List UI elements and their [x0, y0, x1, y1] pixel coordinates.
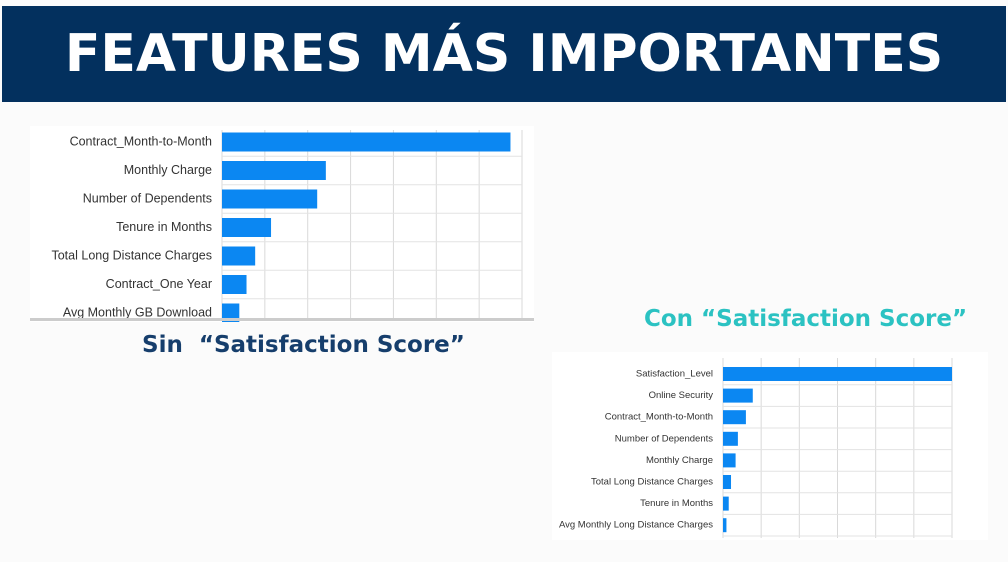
bar — [222, 275, 247, 294]
bar — [222, 132, 511, 152]
caption-without-satisfaction: Sin “Satisfaction Score” — [142, 332, 465, 358]
category-label: Monthly Charge — [124, 163, 212, 177]
title-banner: FEATURES MÁS IMPORTANTES — [2, 6, 1006, 102]
bar — [723, 431, 738, 446]
caption-with-satisfaction: Con “Satisfaction Score” — [644, 306, 968, 332]
bar-chart-left: Contract_Month-to-Month Monthly Charge Num… — [30, 130, 534, 322]
bar — [723, 367, 952, 381]
bar — [222, 303, 240, 322]
bar — [723, 410, 746, 425]
bar — [222, 189, 318, 209]
category-label: Tenure in Months — [640, 498, 713, 509]
category-label: Contract_Month-to-Month — [605, 412, 713, 423]
category-label: Contract_Month-to-Month — [70, 134, 212, 148]
category-label: Avg Monthly Long Distance Charges — [559, 520, 713, 531]
category-label: Total Long Distance Charges — [591, 477, 713, 488]
category-label: Monthly Charge — [646, 455, 713, 466]
category-label: Total Long Distance Charges — [51, 248, 212, 262]
bar — [723, 475, 732, 489]
bar — [723, 388, 753, 403]
bar — [222, 246, 256, 266]
bar — [723, 453, 736, 468]
category-label: Number of Dependents — [83, 191, 212, 205]
category-label: Satisfaction_Level — [636, 369, 713, 380]
chart-without-satisfaction: Contract_Month-to-Month Monthly Charge Num… — [30, 126, 534, 322]
bar — [222, 161, 326, 180]
scroll-edge — [30, 318, 534, 321]
category-label: Contract_One Year — [106, 277, 212, 291]
category-label: Tenure in Months — [116, 220, 212, 234]
bar-chart-right: Satisfaction_Level Online Security Contrac… — [559, 358, 953, 538]
bar — [723, 496, 729, 511]
bar — [723, 518, 727, 533]
category-label: Online Security — [649, 390, 714, 401]
bar — [222, 218, 272, 237]
category-label: Number of Dependents — [615, 433, 713, 444]
category-label: Avg Monthly GB Download — [63, 305, 212, 319]
chart-with-satisfaction: Satisfaction_Level Online Security Contrac… — [552, 352, 988, 540]
page-title: FEATURES MÁS IMPORTANTES — [64, 24, 944, 84]
